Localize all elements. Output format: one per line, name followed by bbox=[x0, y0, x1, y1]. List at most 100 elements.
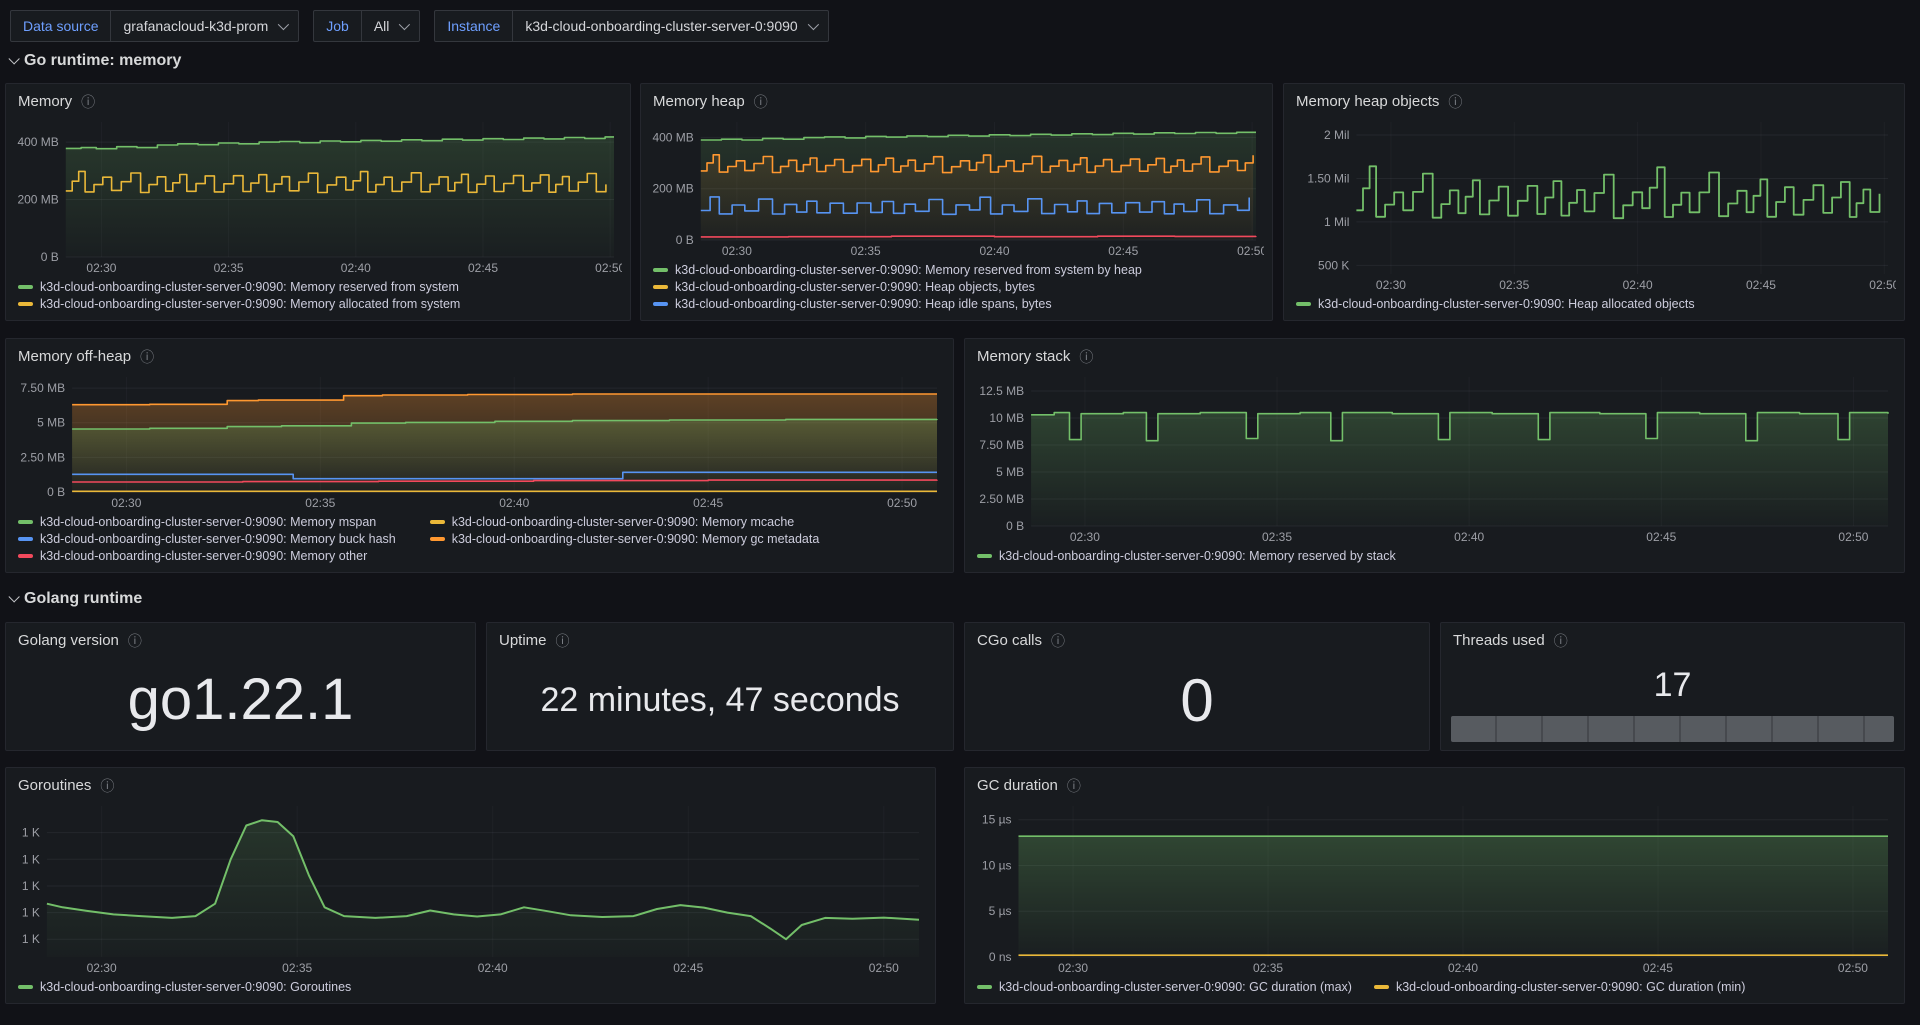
legend-label: k3d-cloud-onboarding-cluster-server-0:90… bbox=[451, 532, 820, 546]
chart-area[interactable]: 0 B 2.50 MB 5 MB 7.50 MB 10 MB 12.5 MB 02:30 02… bbox=[973, 369, 1896, 546]
legend-swatch-icon bbox=[18, 985, 33, 989]
section-title: Go runtime: memory bbox=[24, 52, 182, 69]
panel-header[interactable]: CGo calls ⓘ bbox=[965, 623, 1429, 651]
svg-text:02:50: 02:50 bbox=[1869, 278, 1896, 292]
panel-header[interactable]: Memory ⓘ bbox=[6, 84, 630, 112]
golang-version-value: go1.22.1 bbox=[127, 667, 354, 733]
chart-area[interactable]: 1 K 1 K 1 K 1 K 1 K 02:30 02:35 02:40 02:45 02:50 bbox=[14, 798, 927, 977]
datasource-value: grafanacloud-k3d-prom bbox=[123, 18, 269, 34]
svg-text:02:40: 02:40 bbox=[341, 261, 371, 275]
svg-text:200 MB: 200 MB bbox=[17, 193, 58, 207]
panel-header[interactable]: GC duration ⓘ bbox=[965, 768, 1904, 796]
legend-swatch-icon bbox=[653, 268, 668, 272]
legend-label: k3d-cloud-onboarding-cluster-server-0:90… bbox=[451, 515, 795, 529]
chevron-down-icon bbox=[8, 53, 20, 65]
legend-item[interactable]: k3d-cloud-onboarding-cluster-server-0:90… bbox=[653, 280, 1260, 294]
gc-duration-chart[interactable]: 0 ns 5 µs 10 µs 15 µs 02:30 02:35 02:40 02:45 02… bbox=[973, 798, 1896, 977]
info-icon[interactable]: ⓘ bbox=[100, 777, 115, 794]
legend: k3d-cloud-onboarding-cluster-server-0:90… bbox=[965, 546, 1904, 572]
instance-select[interactable]: k3d-cloud-onboarding-cluster-server-0:90… bbox=[513, 10, 829, 42]
chart-area[interactable]: 0 B 200 MB 400 MB 02:30 02:35 02:40 02:45 02:50 bbox=[14, 114, 622, 277]
legend-label: k3d-cloud-onboarding-cluster-server-0:90… bbox=[40, 280, 459, 294]
panel-gc-duration: GC duration ⓘ 0 ns 5 µs 10 µs 15 µs 02:30 02:… bbox=[964, 767, 1905, 1004]
legend-item[interactable]: k3d-cloud-onboarding-cluster-server-0:90… bbox=[1373, 980, 1745, 994]
svg-text:02:45: 02:45 bbox=[1646, 530, 1676, 544]
legend-item[interactable]: k3d-cloud-onboarding-cluster-server-0:90… bbox=[18, 515, 396, 529]
panel-header[interactable]: Memory off-heap ⓘ bbox=[6, 339, 953, 367]
info-icon[interactable]: ⓘ bbox=[127, 632, 142, 649]
legend-item[interactable]: k3d-cloud-onboarding-cluster-server-0:90… bbox=[653, 263, 1260, 277]
chart-area[interactable]: 0 B 200 MB 400 MB 02:30 02:35 02:40 02:45 02:50 bbox=[649, 114, 1264, 260]
legend-item[interactable]: k3d-cloud-onboarding-cluster-server-0:90… bbox=[18, 980, 923, 994]
info-icon[interactable]: ⓘ bbox=[1079, 348, 1094, 365]
panel-title: Goroutines bbox=[18, 777, 92, 794]
memory-offheap-chart[interactable]: 0 B 2.50 MB 5 MB 7.50 MB 02:30 02:35 02:40 02:4… bbox=[14, 369, 945, 512]
legend-item[interactable]: k3d-cloud-onboarding-cluster-server-0:90… bbox=[18, 549, 396, 563]
legend-swatch-icon bbox=[1373, 985, 1389, 989]
section-golang-runtime[interactable]: Golang runtime bbox=[8, 590, 142, 608]
info-icon[interactable]: ⓘ bbox=[1553, 632, 1568, 649]
svg-text:2.50 MB: 2.50 MB bbox=[20, 450, 65, 464]
legend-item[interactable]: k3d-cloud-onboarding-cluster-server-0:90… bbox=[977, 549, 1892, 563]
var-group-job: Job All bbox=[313, 10, 421, 42]
memory-stack-chart[interactable]: 0 B 2.50 MB 5 MB 7.50 MB 10 MB 12.5 MB 02:30 02… bbox=[973, 369, 1896, 546]
section-go-runtime-memory[interactable]: Go runtime: memory bbox=[8, 52, 181, 70]
svg-text:02:30: 02:30 bbox=[722, 244, 752, 258]
svg-text:400 MB: 400 MB bbox=[17, 135, 58, 149]
svg-text:12.5 MB: 12.5 MB bbox=[979, 384, 1024, 398]
job-select[interactable]: All bbox=[361, 10, 421, 42]
panel-title: CGo calls bbox=[977, 632, 1043, 649]
legend-item[interactable]: k3d-cloud-onboarding-cluster-server-0:90… bbox=[429, 532, 820, 546]
svg-text:02:45: 02:45 bbox=[693, 496, 723, 510]
info-icon[interactable]: ⓘ bbox=[1448, 93, 1463, 110]
panel-header[interactable]: Threads used ⓘ bbox=[1441, 623, 1904, 651]
legend-item[interactable]: k3d-cloud-onboarding-cluster-server-0:90… bbox=[18, 297, 618, 311]
panel-header[interactable]: Goroutines ⓘ bbox=[6, 768, 935, 796]
legend-item[interactable]: k3d-cloud-onboarding-cluster-server-0:90… bbox=[18, 280, 618, 294]
info-icon[interactable]: ⓘ bbox=[555, 632, 570, 649]
svg-text:1 K: 1 K bbox=[22, 852, 40, 866]
svg-text:02:50: 02:50 bbox=[1838, 530, 1868, 544]
svg-text:10 µs: 10 µs bbox=[982, 858, 1012, 872]
panel-header[interactable]: Memory heap ⓘ bbox=[641, 84, 1272, 112]
chart-area[interactable]: 500 K 1 Mil 1.50 Mil 2 Mil 02:30 02:35 02:40 02… bbox=[1292, 114, 1896, 294]
panel-title: Memory heap objects bbox=[1296, 93, 1440, 110]
datasource-select[interactable]: grafanacloud-k3d-prom bbox=[111, 10, 300, 42]
svg-text:1 Mil: 1 Mil bbox=[1324, 215, 1349, 229]
legend-item[interactable]: k3d-cloud-onboarding-cluster-server-0:90… bbox=[429, 515, 820, 529]
job-label: Job bbox=[313, 10, 362, 42]
panel-title: Threads used bbox=[1453, 632, 1545, 649]
panel-header[interactable]: Memory heap objects ⓘ bbox=[1284, 84, 1904, 112]
legend-label: k3d-cloud-onboarding-cluster-server-0:90… bbox=[1318, 297, 1695, 311]
svg-text:1 K: 1 K bbox=[22, 932, 40, 946]
info-icon[interactable]: ⓘ bbox=[753, 93, 768, 110]
svg-text:02:30: 02:30 bbox=[1070, 530, 1100, 544]
legend-item[interactable]: k3d-cloud-onboarding-cluster-server-0:90… bbox=[18, 532, 396, 546]
svg-text:02:50: 02:50 bbox=[1838, 961, 1868, 975]
svg-text:0 B: 0 B bbox=[47, 485, 65, 499]
svg-text:02:35: 02:35 bbox=[1262, 530, 1292, 544]
svg-text:02:30: 02:30 bbox=[87, 961, 117, 975]
info-icon[interactable]: ⓘ bbox=[140, 348, 155, 365]
memory-chart[interactable]: 0 B 200 MB 400 MB 02:30 02:35 02:40 02:45 02:50 bbox=[14, 114, 622, 277]
chart-area[interactable]: 0 ns 5 µs 10 µs 15 µs 02:30 02:35 02:40 02:45 02… bbox=[973, 798, 1896, 977]
legend-item[interactable]: k3d-cloud-onboarding-cluster-server-0:90… bbox=[977, 980, 1352, 994]
legend-item[interactable]: k3d-cloud-onboarding-cluster-server-0:90… bbox=[653, 297, 1260, 311]
panel-header[interactable]: Uptime ⓘ bbox=[487, 623, 953, 651]
legend-item[interactable]: k3d-cloud-onboarding-cluster-server-0:90… bbox=[1296, 297, 1892, 311]
svg-text:500 K: 500 K bbox=[1318, 258, 1349, 272]
panel-header[interactable]: Memory stack ⓘ bbox=[965, 339, 1904, 367]
memory-heap-chart[interactable]: 0 B 200 MB 400 MB 02:30 02:35 02:40 02:45 02:50 bbox=[649, 114, 1264, 260]
goroutines-chart[interactable]: 1 K 1 K 1 K 1 K 1 K 02:30 02:35 02:40 02:45 02:50 bbox=[14, 798, 927, 977]
panel-title: GC duration bbox=[977, 777, 1058, 794]
info-icon[interactable]: ⓘ bbox=[1066, 777, 1081, 794]
info-icon[interactable]: ⓘ bbox=[81, 93, 96, 110]
memory-heap-objects-chart[interactable]: 500 K 1 Mil 1.50 Mil 2 Mil 02:30 02:35 02:40 02… bbox=[1292, 114, 1896, 294]
legend-label: k3d-cloud-onboarding-cluster-server-0:90… bbox=[999, 549, 1396, 563]
legend-label: k3d-cloud-onboarding-cluster-server-0:90… bbox=[999, 980, 1352, 994]
panel-header[interactable]: Golang version ⓘ bbox=[6, 623, 475, 651]
panel-title: Memory bbox=[18, 93, 73, 110]
chart-area[interactable]: 0 B 2.50 MB 5 MB 7.50 MB 02:30 02:35 02:40 02:4… bbox=[14, 369, 945, 512]
info-icon[interactable]: ⓘ bbox=[1051, 632, 1066, 649]
